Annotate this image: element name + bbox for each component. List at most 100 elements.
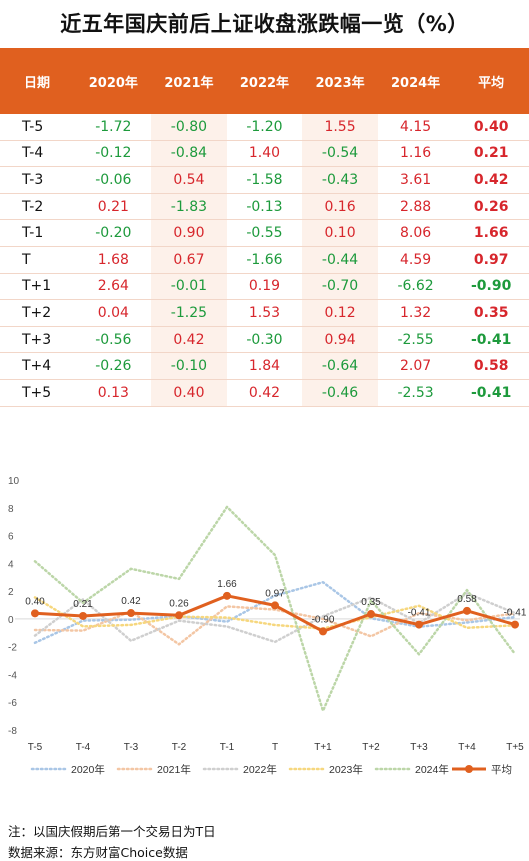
y-tick-label: 10	[8, 476, 20, 487]
row-label: T+3	[0, 326, 76, 354]
table-cell: -1.20	[226, 114, 303, 141]
table-cell: 8.06	[377, 219, 454, 247]
y-tick-label: 2	[8, 587, 14, 598]
table-cell: 0.90	[151, 219, 227, 247]
table-cell: -0.43	[302, 166, 378, 194]
average-point	[79, 611, 87, 620]
table-cell: 0.21	[75, 193, 152, 221]
average-point	[463, 606, 471, 615]
table-cell: 2.88	[377, 193, 454, 221]
line-chart: -8 -6 -4 -2 0 2 4 6 8 10 T-5 T-4 T-3 T-2 T-1 T T+1 T+2 T+3…	[8, 476, 527, 776]
table-cell: 0.10	[302, 219, 378, 247]
table-cell: 0.21	[453, 140, 529, 168]
table-cell: 0.35	[453, 299, 529, 327]
legend-label: 2022年	[243, 763, 277, 776]
data-label: 0.26	[169, 598, 189, 609]
data-label: 0.21	[73, 599, 93, 610]
table-cell: -0.80	[151, 114, 227, 141]
legend-label: 2020年	[71, 763, 105, 776]
average-point	[223, 591, 231, 600]
footnote-source: 数据来源：东方财富Choice数据	[8, 845, 188, 860]
table-cell: -0.55	[226, 219, 303, 247]
x-tick-label: T+4	[458, 742, 476, 753]
table-header-1: 2020年	[75, 48, 152, 114]
table-row: T-3 -0.06 0.54 -1.58 -0.43 3.61 0.42	[0, 166, 529, 194]
average-point	[127, 609, 135, 618]
row-label: T	[0, 246, 76, 274]
y-tick-label: -4	[8, 670, 17, 681]
average-point	[367, 610, 375, 619]
row-label: T+5	[0, 379, 76, 407]
table-cell: -0.30	[226, 326, 303, 354]
legend-label: 2021年	[157, 763, 191, 776]
table-header-6: 平均	[453, 48, 529, 114]
table-cell: -1.72	[75, 114, 152, 141]
x-tick-label: T-3	[124, 742, 139, 753]
x-tick-label: T-4	[76, 742, 91, 753]
data-label: 0.35	[361, 597, 381, 608]
average-point	[175, 611, 183, 620]
table-cell: -6.62	[377, 273, 454, 301]
y-tick-label: 8	[8, 504, 14, 515]
y-tick-label: 6	[8, 532, 14, 543]
table-cell: -0.54	[302, 140, 378, 168]
x-tick-label: T+5	[506, 742, 524, 753]
x-tick-label: T-5	[28, 742, 43, 753]
x-tick-label: T+1	[314, 742, 332, 753]
table-cell: -0.90	[453, 273, 529, 301]
legend-marker	[465, 765, 473, 773]
table-row: T+4 -0.26 -0.10 1.84 -0.64 2.07 0.58	[0, 352, 529, 380]
table-row: T+3 -0.56 0.42 -0.30 0.94 -2.55 -0.41	[0, 326, 529, 354]
row-label: T-4	[0, 140, 76, 168]
table-cell: -0.12	[75, 140, 152, 168]
y-tick-label: 0	[8, 615, 14, 626]
table-cell: -0.41	[453, 379, 529, 407]
table-row: T+5 0.13 0.40 0.42 -0.46 -2.53 -0.41	[0, 379, 529, 407]
table-cell: 0.40	[151, 379, 227, 407]
data-label: 1.66	[217, 579, 237, 590]
y-tick-label: -2	[8, 643, 17, 654]
table-cell: 0.58	[453, 352, 529, 380]
data-label: 0.42	[121, 596, 141, 607]
table-cell: 0.42	[453, 166, 529, 194]
data-label: 0.97	[265, 588, 285, 599]
table-row: T 1.68 0.67 -1.66 -0.44 4.59 0.97	[0, 246, 529, 274]
table-cell: 0.04	[75, 299, 152, 327]
average-point	[511, 620, 519, 629]
legend-label: 平均	[491, 764, 512, 776]
table-cell: 1.16	[377, 140, 454, 168]
page-title: 近五年国庆前后上证收盘涨跌幅一览（%）	[60, 12, 469, 36]
table-cell: 3.61	[377, 166, 454, 194]
data-label: 0.58	[457, 594, 477, 605]
table-cell: 1.68	[75, 246, 152, 274]
table-cell: -0.56	[75, 326, 152, 354]
table-header-4: 2023年	[302, 48, 378, 114]
data-label: -0.41	[408, 608, 431, 619]
average-point	[31, 609, 39, 618]
series-line-1	[33, 605, 517, 646]
row-label: T+4	[0, 352, 76, 380]
table-cell: -0.10	[151, 352, 227, 380]
table-cell: -1.66	[226, 246, 303, 274]
table-cell: 0.54	[151, 166, 227, 194]
table-cell: 0.40	[453, 114, 529, 141]
table-cell: -1.83	[151, 193, 227, 221]
table-cell: 0.97	[453, 246, 529, 274]
x-tick-label: T-2	[172, 742, 187, 753]
table-cell: -0.20	[75, 219, 152, 247]
table-cell: -0.44	[302, 246, 378, 274]
table-row: T+1 2.64 -0.01 0.19 -0.70 -6.62 -0.90	[0, 273, 529, 301]
average-point	[319, 627, 327, 636]
table-cell: 1.66	[453, 219, 529, 247]
table-header-3: 2022年	[226, 48, 303, 114]
x-tick-label: T	[272, 742, 278, 753]
table-cell: 0.19	[226, 273, 303, 301]
data-label: -0.41	[504, 608, 527, 619]
table-row: T-1 -0.20 0.90 -0.55 0.10 8.06 1.66	[0, 219, 529, 247]
row-label: T+2	[0, 299, 76, 327]
table-cell: 1.84	[226, 352, 303, 380]
series-line-3	[33, 596, 517, 630]
table-cell: -0.84	[151, 140, 227, 168]
table-body: T-5 -1.72 -0.80 -1.20 1.55 4.15 0.40 T-4 -0.12 -0…	[0, 114, 529, 407]
table-cell: 0.42	[226, 379, 303, 407]
